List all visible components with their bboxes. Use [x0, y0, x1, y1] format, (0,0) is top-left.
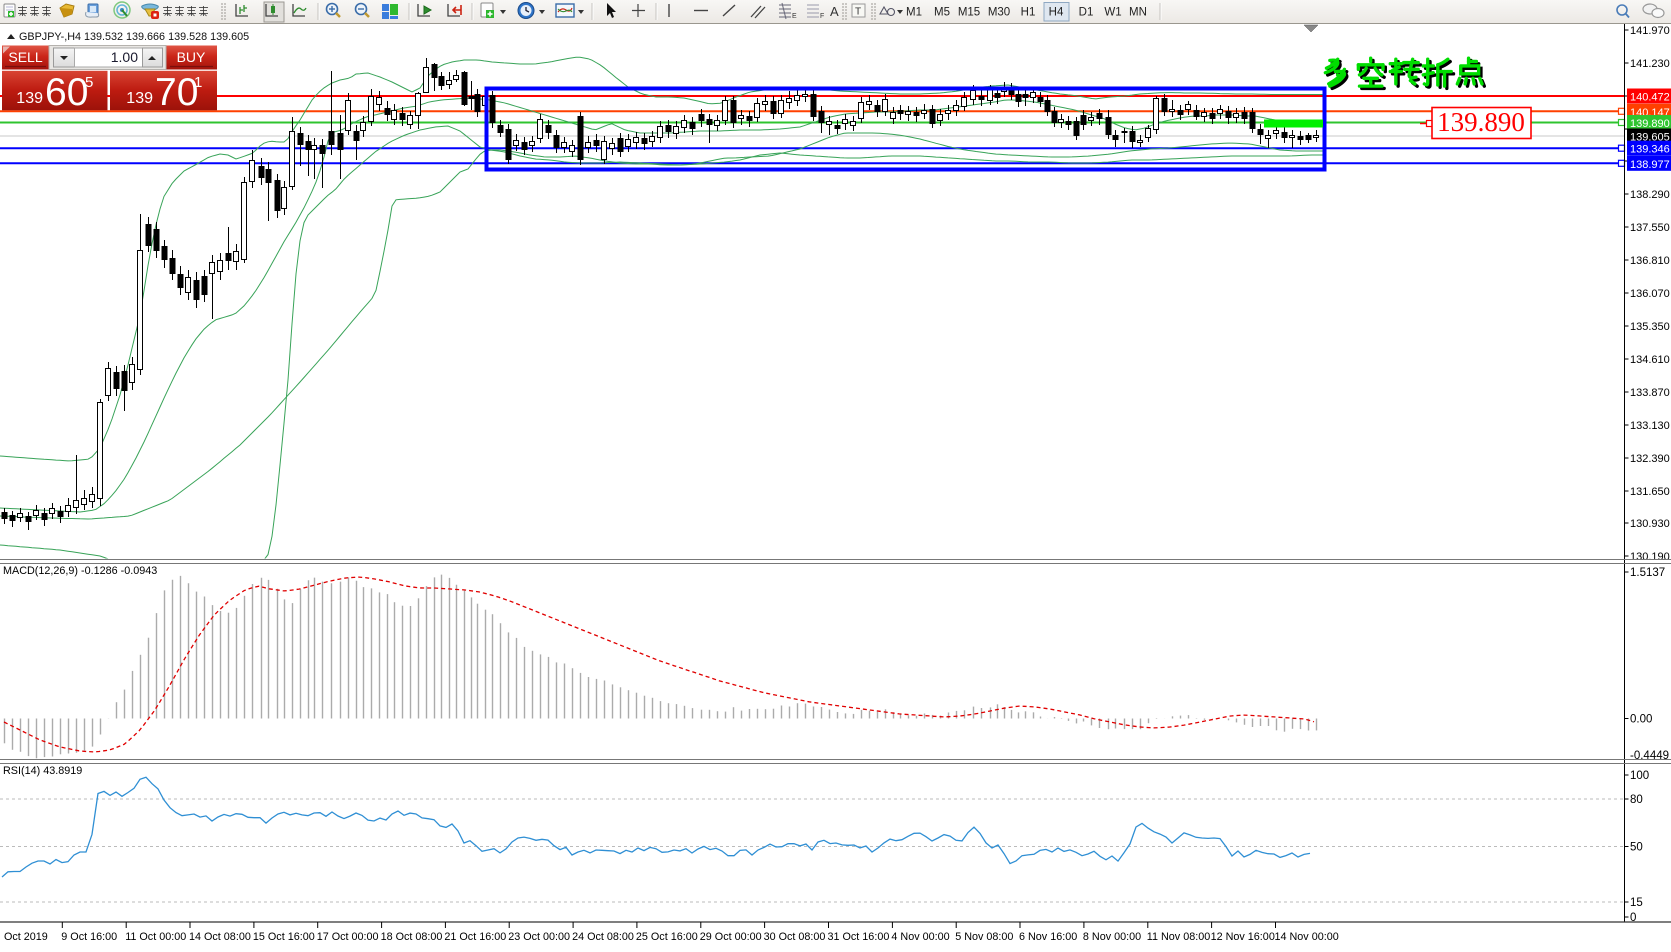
svg-text:135.350: 135.350 [1630, 321, 1670, 333]
svg-text:130.190: 130.190 [1630, 551, 1670, 563]
svg-text:30 Oct 08:00: 30 Oct 08:00 [764, 931, 826, 943]
svg-text:15 Oct 16:00: 15 Oct 16:00 [253, 931, 315, 943]
svg-text:14 Nov 00:00: 14 Nov 00:00 [1275, 931, 1339, 943]
svg-text:W1: W1 [1104, 7, 1121, 19]
svg-text:136.070: 136.070 [1630, 288, 1670, 300]
svg-text:18 Oct 08:00: 18 Oct 08:00 [381, 931, 443, 943]
svg-text:139.605: 139.605 [1630, 132, 1670, 144]
svg-text:141.970: 141.970 [1630, 25, 1670, 37]
svg-text:138.290: 138.290 [1630, 189, 1670, 201]
svg-text:133.130: 133.130 [1630, 420, 1670, 432]
svg-text:1.5137: 1.5137 [1630, 567, 1665, 579]
svg-text:139.890: 139.890 [1630, 118, 1670, 130]
svg-text:141.230: 141.230 [1630, 58, 1670, 70]
svg-text:D1: D1 [1079, 7, 1094, 19]
svg-text:-0.4449: -0.4449 [1630, 750, 1669, 762]
svg-text:131.650: 131.650 [1630, 486, 1670, 498]
svg-text:9 Oct 16:00: 9 Oct 16:00 [61, 931, 117, 943]
svg-text:21 Oct 16:00: 21 Oct 16:00 [444, 931, 506, 943]
svg-text:133.870: 133.870 [1630, 387, 1670, 399]
svg-text:70: 70 [155, 71, 198, 114]
svg-text:M30: M30 [988, 7, 1010, 19]
svg-text:50: 50 [1630, 842, 1643, 854]
svg-text:8 Nov 00:00: 8 Nov 00:00 [1083, 931, 1141, 943]
svg-text:100: 100 [1630, 770, 1649, 782]
svg-text:136.810: 136.810 [1630, 255, 1670, 267]
svg-text:Oct 2019: Oct 2019 [4, 931, 48, 943]
svg-text:1.00: 1.00 [111, 49, 138, 65]
svg-text:60: 60 [45, 71, 88, 114]
svg-text:A: A [830, 4, 839, 19]
svg-text:11 Nov 08:00: 11 Nov 08:00 [1147, 931, 1210, 943]
svg-text:140.472: 140.472 [1630, 92, 1670, 104]
svg-text:SELL: SELL [8, 49, 42, 65]
svg-text:MACD(12,26,9) -0.1286 -0.0943: MACD(12,26,9) -0.1286 -0.0943 [3, 565, 157, 577]
svg-text:H1: H1 [1021, 7, 1036, 19]
svg-text:BUY: BUY [177, 49, 206, 65]
svg-text:137.550: 137.550 [1630, 222, 1670, 234]
svg-text:23 Oct 00:00: 23 Oct 00:00 [508, 931, 570, 943]
svg-text:134.610: 134.610 [1630, 354, 1670, 366]
svg-text:29 Oct 00:00: 29 Oct 00:00 [700, 931, 762, 943]
svg-text:6 Nov 16:00: 6 Nov 16:00 [1019, 931, 1077, 943]
svg-text:132.390: 132.390 [1630, 453, 1670, 465]
svg-text:T: T [855, 7, 861, 18]
svg-text:5 Nov 08:00: 5 Nov 08:00 [955, 931, 1013, 943]
svg-text:E: E [792, 13, 797, 20]
svg-text:14 Oct 08:00: 14 Oct 08:00 [189, 931, 251, 943]
svg-text:0.00: 0.00 [1630, 714, 1652, 726]
svg-text:GBPJPY-,H4 139.532 139.666 139: GBPJPY-,H4 139.532 139.666 139.528 139.6… [19, 31, 249, 43]
svg-text:138.977: 138.977 [1630, 159, 1670, 171]
svg-text:31 Oct 16:00: 31 Oct 16:00 [828, 931, 890, 943]
svg-text:24 Oct 08:00: 24 Oct 08:00 [572, 931, 634, 943]
svg-text:15: 15 [1630, 897, 1643, 909]
svg-text:RSI(14) 43.8919: RSI(14) 43.8919 [3, 765, 82, 777]
svg-text:M15: M15 [958, 7, 980, 19]
svg-text:17 Oct 00:00: 17 Oct 00:00 [317, 931, 379, 943]
svg-text:H4: H4 [1049, 7, 1064, 19]
svg-text:F: F [820, 13, 824, 20]
svg-text:139.346: 139.346 [1630, 144, 1670, 156]
svg-text:1: 1 [194, 74, 202, 91]
svg-text:11 Oct 00:00: 11 Oct 00:00 [125, 931, 186, 943]
svg-text:25 Oct 16:00: 25 Oct 16:00 [636, 931, 698, 943]
svg-text:139: 139 [126, 90, 153, 107]
svg-text:M5: M5 [934, 7, 950, 19]
svg-text:12 Nov 16:00: 12 Nov 16:00 [1211, 931, 1275, 943]
svg-text:139: 139 [16, 90, 43, 107]
svg-text:M1: M1 [906, 7, 922, 19]
svg-text:139.890: 139.890 [1437, 107, 1525, 137]
svg-text:80: 80 [1630, 794, 1643, 806]
svg-text:MN: MN [1129, 7, 1147, 19]
svg-text:5: 5 [85, 74, 93, 91]
svg-text:4 Nov 00:00: 4 Nov 00:00 [891, 931, 949, 943]
svg-text:0: 0 [1630, 912, 1636, 924]
svg-text:130.930: 130.930 [1630, 518, 1670, 530]
